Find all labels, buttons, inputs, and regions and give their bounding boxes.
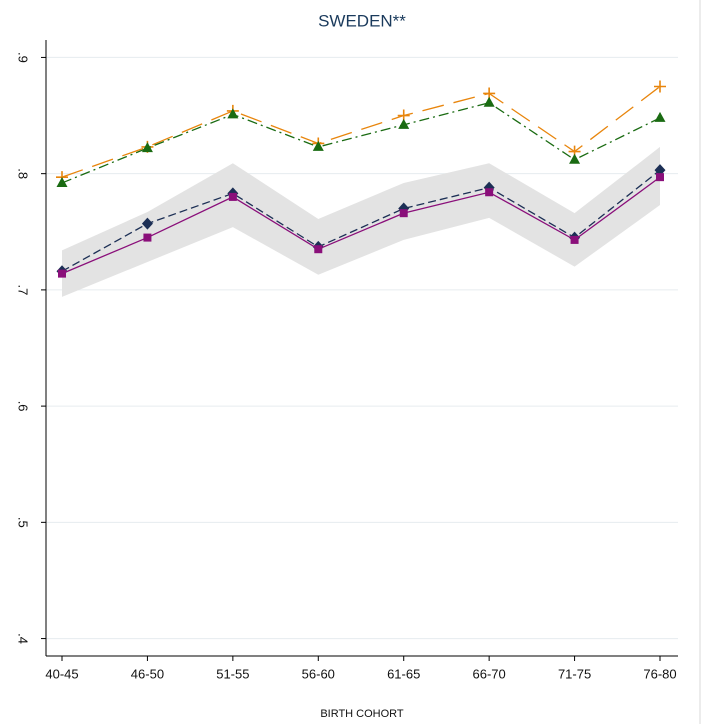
marker bbox=[654, 111, 666, 122]
series-line bbox=[61, 176, 661, 275]
confidence-band bbox=[62, 146, 660, 297]
y-tick-label: .4 bbox=[16, 633, 31, 644]
series-line bbox=[61, 102, 661, 184]
x-tick-label: 71-75 bbox=[558, 666, 591, 681]
marker bbox=[483, 96, 495, 107]
x-tick-label: 46-50 bbox=[131, 666, 164, 681]
marker bbox=[141, 217, 153, 230]
marker bbox=[654, 80, 666, 93]
x-tick-label: 51-55 bbox=[216, 666, 249, 681]
marker bbox=[485, 188, 494, 197]
marker bbox=[570, 235, 579, 244]
marker bbox=[398, 118, 410, 129]
marker bbox=[56, 176, 68, 187]
marker bbox=[141, 142, 153, 153]
x-tick-label: 76-80 bbox=[643, 666, 676, 681]
marker bbox=[569, 153, 581, 164]
y-tick-label: .8 bbox=[16, 168, 31, 179]
series-line bbox=[61, 169, 661, 272]
x-tick-label: 61-65 bbox=[387, 666, 420, 681]
y-tick-label: .5 bbox=[16, 517, 31, 528]
marker bbox=[312, 140, 324, 151]
marker bbox=[656, 173, 664, 182]
marker bbox=[143, 233, 152, 242]
x-tick-label: 40-45 bbox=[45, 666, 78, 681]
x-axis-label: BIRTH COHORT bbox=[320, 708, 404, 720]
marker bbox=[314, 245, 323, 254]
marker bbox=[58, 269, 66, 278]
series-line bbox=[61, 85, 661, 178]
x-tick-label: 66-70 bbox=[473, 666, 506, 681]
y-tick-label: .6 bbox=[16, 401, 31, 412]
marker bbox=[227, 108, 239, 119]
y-tick-label: .9 bbox=[16, 52, 31, 63]
chart-title: SWEDEN** bbox=[318, 11, 406, 30]
marker bbox=[228, 192, 237, 201]
marker bbox=[399, 209, 408, 218]
y-tick-label: .7 bbox=[16, 284, 31, 295]
x-tick-label: 56-60 bbox=[302, 666, 335, 681]
